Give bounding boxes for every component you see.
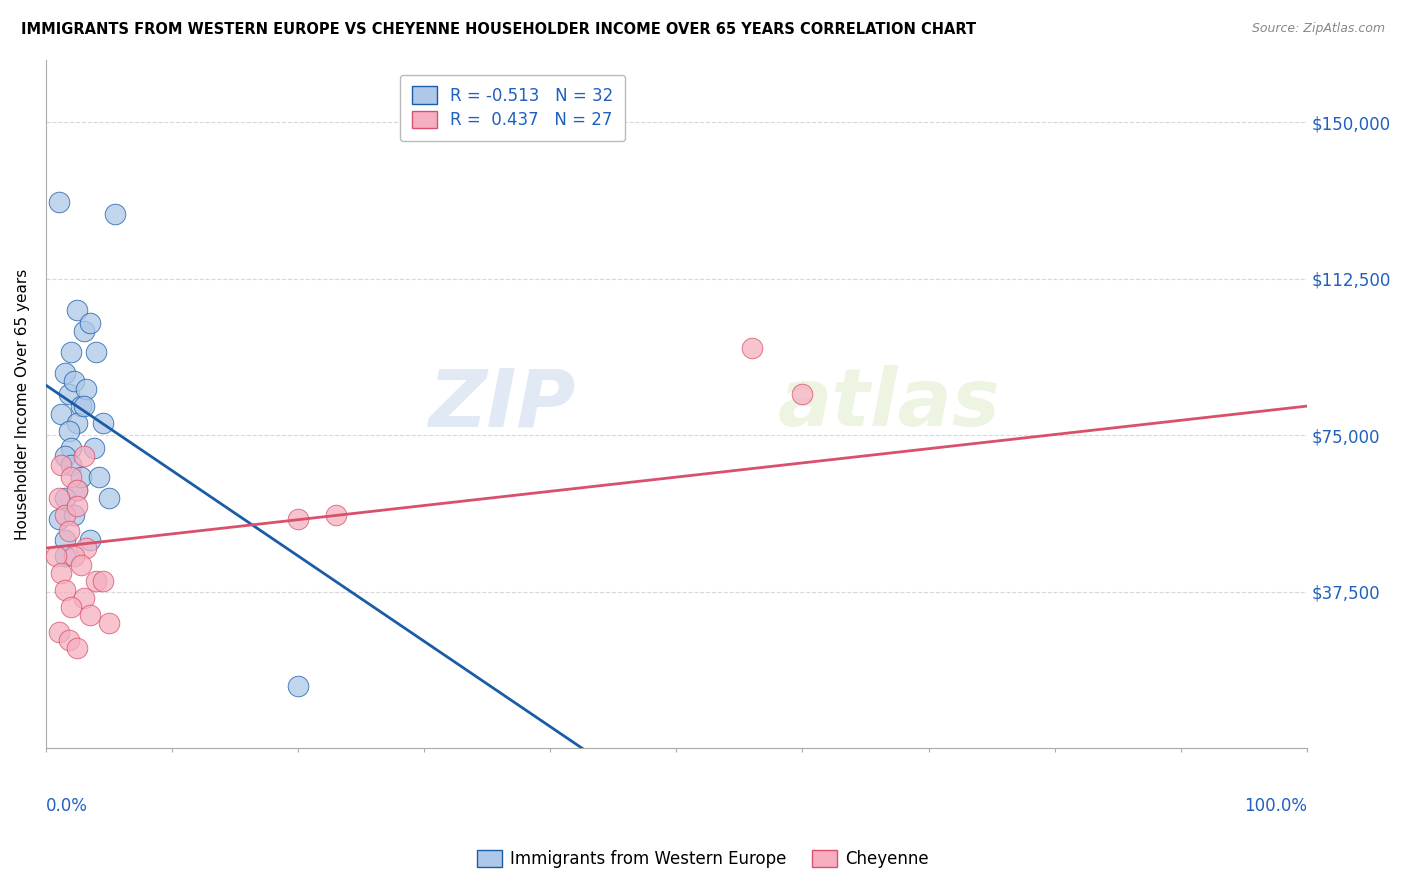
Point	[53, 508, 76, 522]
Point	[58, 424, 80, 438]
Point	[66, 641, 89, 656]
Text: 100.0%: 100.0%	[1244, 797, 1306, 814]
Point	[91, 574, 114, 589]
Point	[73, 449, 96, 463]
Point	[53, 533, 76, 547]
Point	[287, 512, 309, 526]
Point	[48, 491, 70, 505]
Point	[58, 524, 80, 539]
Point	[66, 416, 89, 430]
Text: ZIP: ZIP	[429, 365, 575, 443]
Point	[79, 533, 101, 547]
Text: Source: ZipAtlas.com: Source: ZipAtlas.com	[1251, 22, 1385, 36]
Point	[45, 549, 67, 564]
Point	[58, 386, 80, 401]
Point	[53, 449, 76, 463]
Point	[91, 416, 114, 430]
Point	[66, 303, 89, 318]
Point	[62, 549, 84, 564]
Point	[325, 508, 347, 522]
Point	[60, 458, 83, 472]
Point	[70, 470, 93, 484]
Point	[66, 500, 89, 514]
Point	[741, 341, 763, 355]
Point	[79, 316, 101, 330]
Point	[49, 408, 72, 422]
Y-axis label: Householder Income Over 65 years: Householder Income Over 65 years	[15, 268, 30, 540]
Point	[98, 616, 121, 631]
Point	[73, 399, 96, 413]
Point	[83, 441, 105, 455]
Point	[48, 194, 70, 209]
Point	[53, 549, 76, 564]
Text: atlas: atlas	[778, 365, 1000, 443]
Legend: R = -0.513   N = 32, R =  0.437   N = 27: R = -0.513 N = 32, R = 0.437 N = 27	[399, 75, 624, 141]
Point	[75, 383, 97, 397]
Point	[60, 599, 83, 614]
Point	[79, 607, 101, 622]
Point	[53, 491, 76, 505]
Point	[792, 386, 814, 401]
Point	[60, 441, 83, 455]
Point	[49, 566, 72, 581]
Point	[62, 374, 84, 388]
Point	[87, 470, 110, 484]
Point	[86, 574, 108, 589]
Point	[70, 399, 93, 413]
Point	[98, 491, 121, 505]
Point	[86, 344, 108, 359]
Point	[73, 591, 96, 606]
Legend: Immigrants from Western Europe, Cheyenne: Immigrants from Western Europe, Cheyenne	[471, 843, 935, 875]
Point	[75, 541, 97, 555]
Text: 0.0%: 0.0%	[46, 797, 87, 814]
Point	[70, 558, 93, 572]
Point	[58, 632, 80, 647]
Point	[53, 582, 76, 597]
Point	[66, 483, 89, 497]
Point	[60, 344, 83, 359]
Point	[48, 512, 70, 526]
Point	[66, 483, 89, 497]
Point	[62, 508, 84, 522]
Point	[53, 366, 76, 380]
Point	[48, 624, 70, 639]
Point	[104, 207, 127, 221]
Point	[60, 470, 83, 484]
Point	[287, 679, 309, 693]
Point	[49, 458, 72, 472]
Point	[73, 324, 96, 338]
Text: IMMIGRANTS FROM WESTERN EUROPE VS CHEYENNE HOUSEHOLDER INCOME OVER 65 YEARS CORR: IMMIGRANTS FROM WESTERN EUROPE VS CHEYEN…	[21, 22, 976, 37]
